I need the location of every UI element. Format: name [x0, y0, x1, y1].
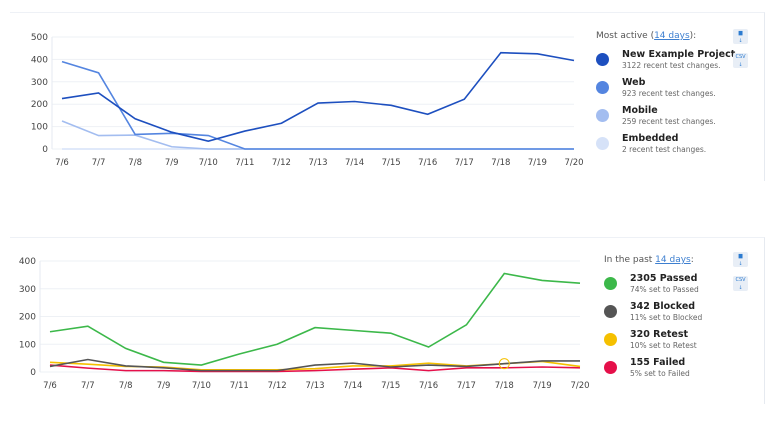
x-tick-label: 7/12 — [272, 158, 291, 168]
x-tick-label: 7/8 — [119, 381, 133, 391]
y-tick-label: 300 — [19, 285, 36, 295]
x-tick-label: 7/9 — [157, 381, 171, 391]
x-tick-label: 7/6 — [43, 381, 57, 391]
legend-heading: In the past — [604, 255, 656, 265]
x-tick-label: 7/14 — [343, 381, 362, 391]
x-tick-label: 7/11 — [230, 381, 249, 391]
x-tick-label: 7/12 — [268, 381, 287, 391]
legend-item-name: 155 Failed — [630, 357, 686, 368]
x-tick-label: 7/17 — [457, 381, 476, 391]
x-tick-label: 7/16 — [418, 158, 437, 168]
legend-item-detail: 2 recent test changes. — [622, 145, 707, 154]
period-link[interactable]: 14 days — [655, 255, 691, 265]
x-tick-label: 7/10 — [199, 158, 218, 168]
x-tick-label: 7/18 — [491, 158, 510, 168]
series-line-blocked[interactable] — [49, 358, 580, 372]
download-image-button[interactable]: ▆ ↓ — [733, 29, 748, 44]
series-line-web[interactable] — [61, 60, 574, 150]
legend-heading: Most active ( — [596, 31, 655, 41]
x-tick-label: 7/20 — [570, 381, 589, 391]
series-line-failed[interactable] — [49, 364, 581, 373]
legend-item[interactable]: 342 Blocked 11% set to Blocked — [604, 301, 772, 329]
legend-item-detail: 74% set to Passed — [630, 285, 699, 294]
legend-item-detail: 5% set to Failed — [630, 369, 690, 378]
status-line-chart: 0 100 200 300 400 7/6 7/7 7/8 7/9 7/10 7/11 7/12 7/1… — [19, 257, 590, 391]
legend-item-detail: 10% set to Retest — [630, 341, 697, 350]
legend-item-detail: 923 recent test changes. — [622, 89, 716, 98]
x-tick-label: 7/9 — [165, 158, 179, 168]
legend-item-name: Embedded — [622, 133, 679, 144]
legend-item-detail: 3122 recent test changes. — [622, 61, 721, 70]
legend-color-dot — [596, 81, 609, 94]
x-tick-label: 7/8 — [128, 158, 142, 168]
x-tick-label: 7/15 — [382, 158, 401, 168]
legend-color-dot — [604, 277, 617, 290]
legend-item-name: 2305 Passed — [630, 273, 698, 284]
status-panel: 0 100 200 300 400 7/6 7/7 7/8 7/9 7/10 7/11 7/12 7/1… — [10, 237, 765, 404]
y-tick-label: 400 — [19, 257, 36, 267]
y-tick-label: 100 — [31, 123, 48, 133]
projects-line-chart: 0 100 200 300 400 500 7/6 7/7 7/8 7/9 7/10 7/11 7/12… — [31, 33, 584, 168]
x-tick-label: 7/7 — [81, 381, 95, 391]
y-tick-label: 100 — [19, 340, 36, 350]
legend-item[interactable]: Mobile 259 recent test changes. — [596, 105, 764, 133]
hover-marker — [498, 358, 510, 370]
y-tick-label: 500 — [31, 33, 48, 43]
x-tick-label: 7/6 — [55, 158, 69, 168]
legend-item-name: New Example Project — [622, 49, 736, 60]
legend-item-name: Mobile — [622, 105, 658, 116]
legend-item-detail: 259 recent test changes. — [622, 117, 716, 126]
period-link[interactable]: 14 days — [654, 31, 690, 41]
x-tick-label: 7/19 — [528, 158, 547, 168]
y-tick-label: 200 — [19, 313, 36, 323]
legend-item[interactable]: Web 923 recent test changes. — [596, 77, 764, 105]
y-tick-label: 0 — [42, 145, 48, 155]
x-tick-label: 7/17 — [455, 158, 474, 168]
csv-label: CSV — [735, 277, 746, 283]
x-tick-label: 7/15 — [381, 381, 400, 391]
legend-item-name: 320 Retest — [630, 329, 689, 340]
legend-item[interactable]: 155 Failed 5% set to Failed — [604, 357, 772, 385]
legend-item[interactable]: 2305 Passed 74% set to Passed — [604, 273, 772, 301]
download-image-button[interactable]: ▆ ↓ — [733, 252, 748, 267]
most-active-panel: 0 100 200 300 400 500 7/6 7/7 7/8 7/9 7/10 7/11 7/12… — [10, 12, 765, 181]
download-csv-button[interactable]: CSV ↓ — [733, 53, 748, 68]
legend-item[interactable]: New Example Project 3122 recent test chan… — [596, 49, 764, 77]
y-tick-label: 0 — [30, 368, 36, 378]
x-tick-label: 7/13 — [305, 381, 324, 391]
x-tick-label: 7/16 — [419, 381, 438, 391]
x-tick-label: 7/19 — [533, 381, 552, 391]
legend-item[interactable]: Embedded 2 recent test changes. — [596, 133, 764, 161]
legend-item-name: 342 Blocked — [630, 301, 696, 312]
legend-heading-suffix: ): — [689, 31, 697, 41]
legend-color-dot — [604, 333, 617, 346]
legend-color-dot — [596, 109, 609, 122]
legend-item-detail: 11% set to Blocked — [630, 313, 703, 322]
legend-color-dot — [604, 361, 617, 374]
legend-heading-suffix: : — [690, 255, 694, 265]
series-line-passed[interactable] — [49, 272, 581, 366]
series-line-new-example-project[interactable] — [61, 51, 575, 142]
download-csv-button[interactable]: CSV ↓ — [733, 276, 748, 291]
projects-legend: Most active (14 days): New Example Proje… — [596, 31, 764, 161]
x-tick-label: 7/14 — [345, 158, 364, 168]
csv-label: CSV — [735, 54, 746, 60]
y-tick-label: 300 — [31, 78, 48, 88]
x-tick-label: 7/10 — [192, 381, 211, 391]
legend-color-dot — [596, 53, 609, 66]
x-tick-label: 7/20 — [564, 158, 583, 168]
y-tick-label: 200 — [31, 100, 48, 110]
status-legend: In the past 14 days: 2305 Passed 74% set … — [604, 255, 772, 385]
legend-color-dot — [604, 305, 617, 318]
y-tick-label: 400 — [31, 55, 48, 65]
x-tick-label: 7/7 — [92, 158, 106, 168]
x-tick-label: 7/13 — [308, 158, 327, 168]
legend-color-dot — [596, 137, 609, 150]
x-tick-label: 7/18 — [495, 381, 514, 391]
legend-item-name: Web — [622, 77, 646, 88]
legend-item[interactable]: 320 Retest 10% set to Retest — [604, 329, 772, 357]
x-tick-label: 7/11 — [235, 158, 254, 168]
